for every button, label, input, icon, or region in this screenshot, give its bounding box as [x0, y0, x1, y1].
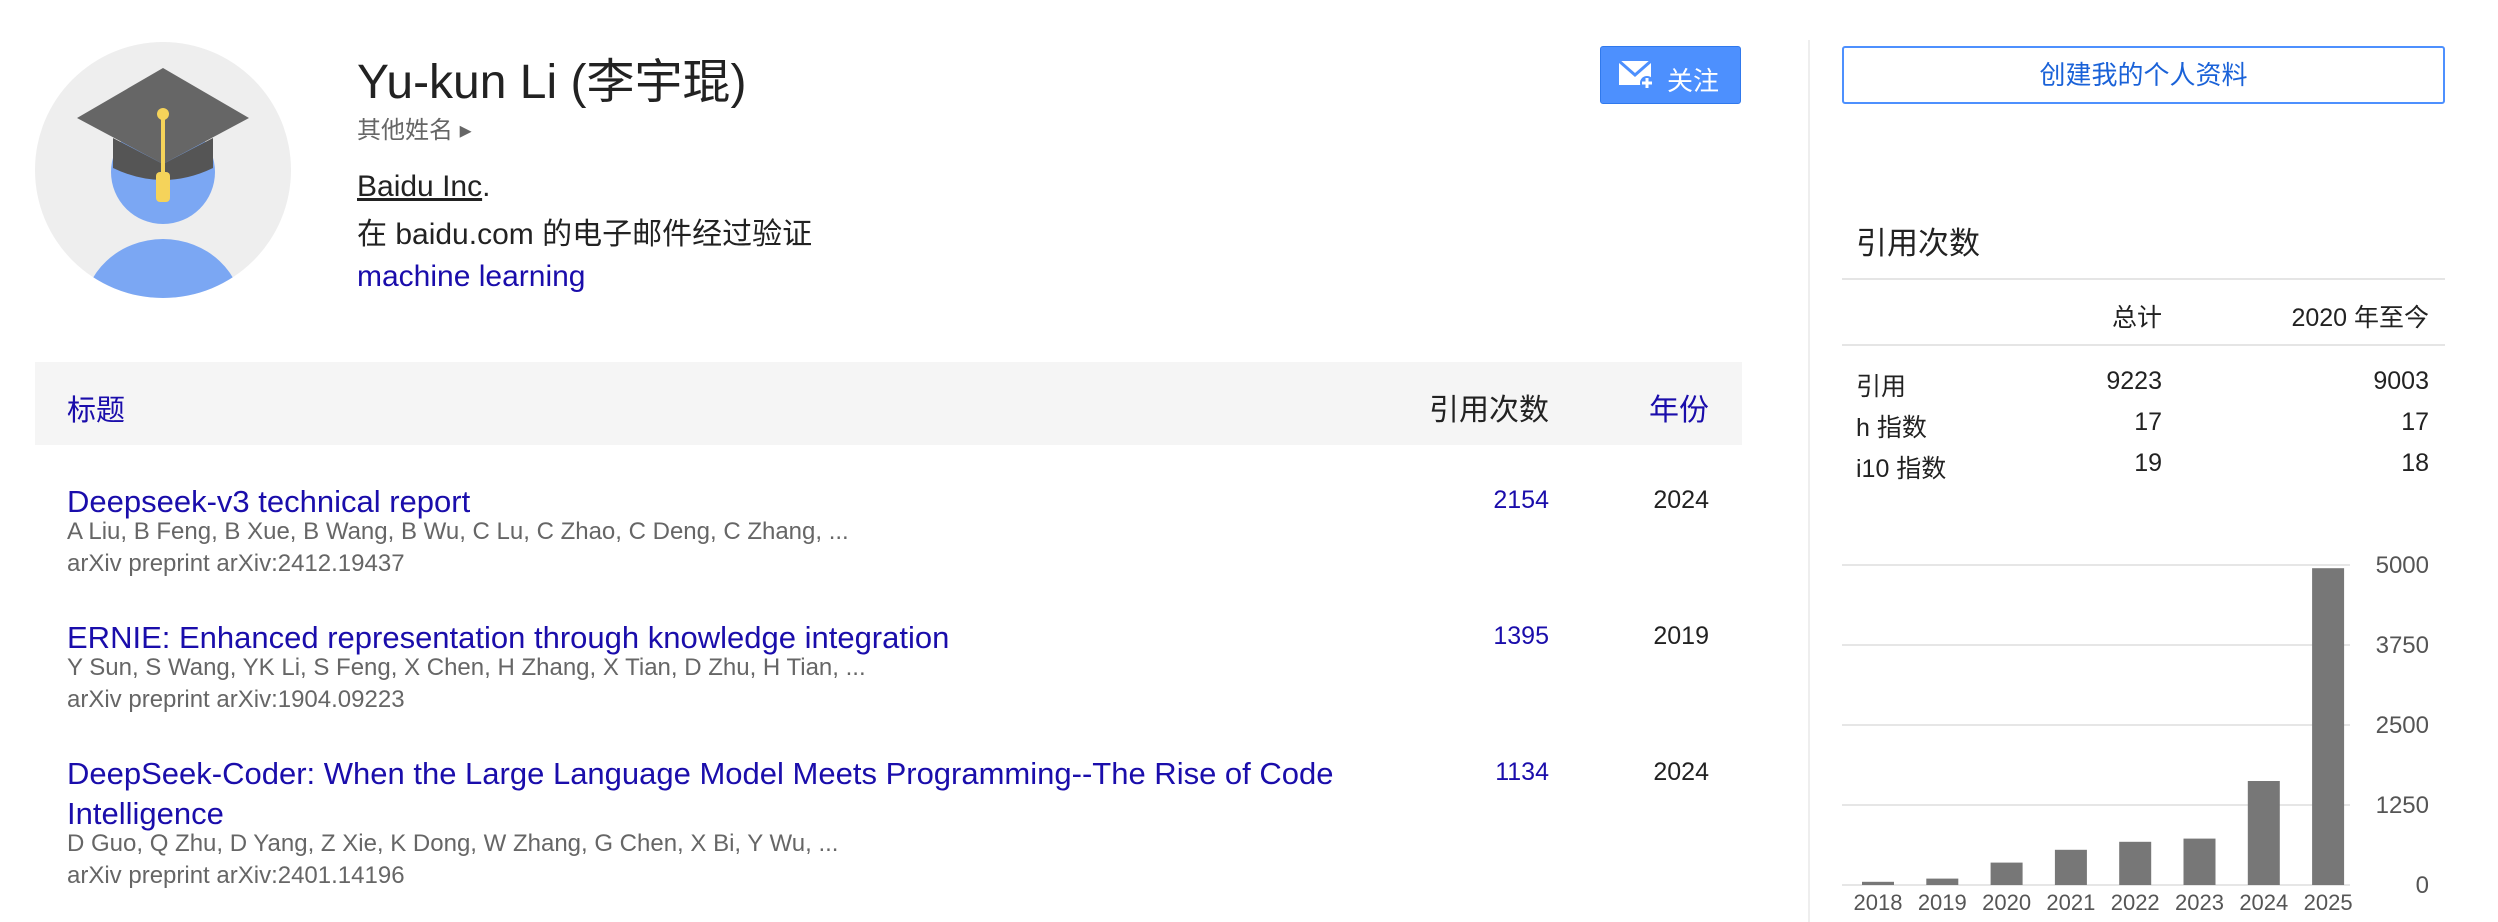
bar	[2183, 838, 2216, 885]
paper-title[interactable]: Deepseek-v3 technical report	[67, 484, 471, 519]
col-since: 2020 年至今	[2291, 304, 2429, 332]
y-tick-label: 1250	[2376, 792, 2429, 819]
paper-venue: arXiv preprint arXiv:1904.09223	[67, 686, 405, 713]
email-verified: 在 baidu.com 的电子邮件经过验证	[357, 218, 813, 251]
bar	[1862, 881, 1894, 885]
interest[interactable]: machine learning	[357, 260, 586, 293]
paper-title[interactable]: ERNIE: Enhanced representation through k…	[67, 620, 950, 655]
x-tick-label: 2022	[2111, 890, 2160, 915]
other-names-text[interactable]: 其他姓名	[357, 117, 453, 144]
y-tick-label: 5000	[2376, 552, 2429, 579]
follow-button[interactable]: 关注	[1600, 46, 1741, 104]
bar	[2054, 849, 2087, 885]
rule	[1842, 344, 2445, 346]
affiliation-punct: .	[482, 170, 491, 203]
header-citations[interactable]: 引用次数	[1429, 394, 1549, 427]
header-year[interactable]: 年份	[1649, 394, 1709, 427]
affiliation: Baidu Inc.	[357, 170, 490, 204]
paper-citations[interactable]: 2154	[1493, 486, 1549, 514]
col-total: 总计	[2111, 304, 2162, 332]
profile-name: Yu-kun Li (李宇琨)	[357, 56, 747, 109]
affiliation-link[interactable]: Baidu Inc	[357, 170, 483, 203]
table-header	[35, 362, 1742, 445]
create-profile-button[interactable]: 创建我的个人资料	[1842, 46, 2445, 104]
stat-since: 9003	[2373, 367, 2429, 395]
mail-icon	[1619, 61, 1654, 90]
stat-label: i10 指数	[1856, 455, 1947, 483]
x-tick-label: 2025	[2304, 890, 2353, 915]
x-tick-label: 2019	[1918, 890, 1967, 915]
y-tick-label: 2500	[2376, 712, 2429, 739]
paper-authors: D Guo, Q Zhu, D Yang, Z Xie, K Dong, W Z…	[67, 830, 839, 857]
other-names[interactable]: 其他姓名 ▸	[357, 117, 472, 144]
stat-since: 17	[2401, 408, 2429, 436]
bar	[1926, 878, 1959, 885]
divider	[1808, 40, 1810, 922]
paper-authors: Y Sun, S Wang, YK Li, S Feng, X Chen, H …	[67, 654, 866, 681]
stat-since: 18	[2401, 449, 2429, 477]
x-tick-label: 2018	[1854, 890, 1903, 915]
paper-year: 2024	[1653, 758, 1709, 786]
stat-total: 9223	[2106, 367, 2162, 395]
stat-total: 17	[2134, 408, 2162, 436]
bar	[2119, 841, 2152, 885]
x-tick-label: 2023	[2175, 890, 2224, 915]
citations-title: 引用次数	[1856, 226, 1980, 261]
avatar	[35, 42, 291, 298]
paper-citations[interactable]: 1134	[1495, 758, 1549, 786]
citations-chart: 0 1250 2500 3750 5000 2018 2019 2020 2021 2022 202…	[1842, 552, 2429, 915]
stat-label: 引用	[1856, 373, 1907, 401]
x-tick-label: 2020	[1982, 890, 2031, 915]
follow-label[interactable]: 关注	[1667, 66, 1720, 96]
paper-year: 2024	[1653, 486, 1709, 514]
y-tick-label: 0	[2416, 872, 2429, 899]
rule	[1842, 278, 2445, 280]
paper-year: 2019	[1653, 622, 1709, 650]
paper-venue: arXiv preprint arXiv:2412.19437	[67, 550, 405, 577]
paper-authors: A Liu, B Feng, B Xue, B Wang, B Wu, C Lu…	[67, 518, 849, 545]
y-tick-label: 3750	[2376, 632, 2429, 659]
stat-total: 19	[2134, 449, 2162, 477]
paper-citations[interactable]: 1395	[1493, 622, 1549, 650]
header-title[interactable]: 标题	[67, 395, 126, 427]
bar	[1990, 862, 2023, 885]
bar	[2312, 568, 2345, 885]
paper-venue: arXiv preprint arXiv:2401.14196	[67, 862, 405, 889]
x-tick-label: 2024	[2239, 890, 2288, 915]
bar	[2247, 781, 2280, 885]
paper-title[interactable]: DeepSeek-Coder: When the Large Language …	[67, 756, 1334, 831]
x-tick-label: 2021	[2046, 890, 2095, 915]
stat-label: h 指数	[1856, 414, 1927, 442]
